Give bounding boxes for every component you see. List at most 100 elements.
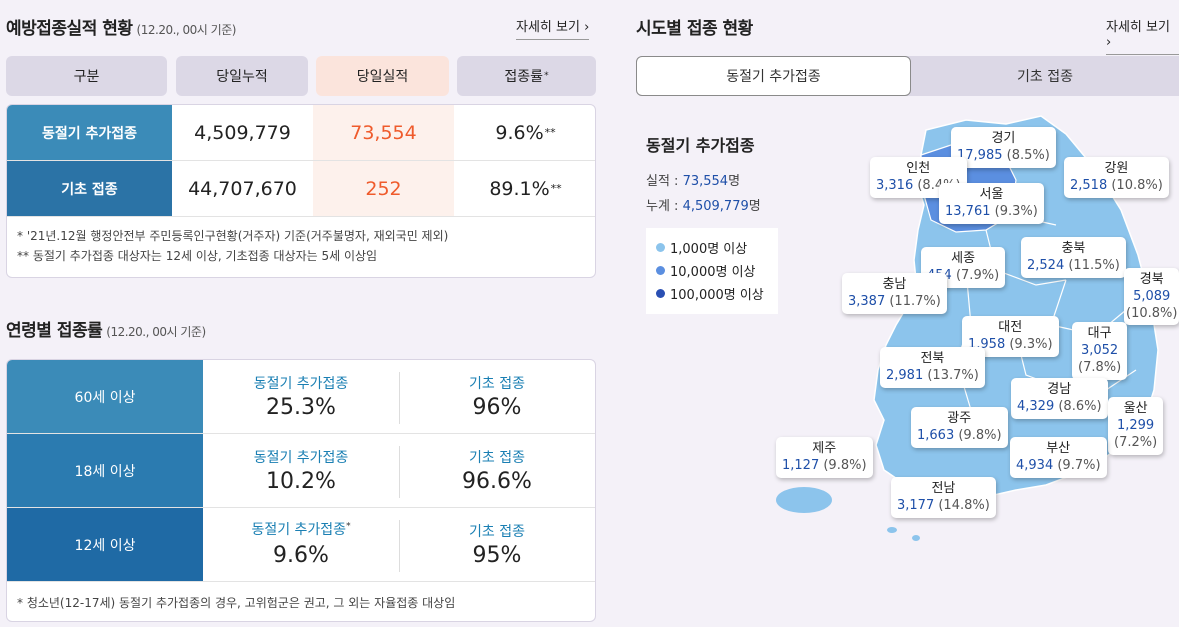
region-chungnam[interactable]: 충남 3,387 (11.7%) (842, 273, 947, 314)
table-row: 60세 이상 동절기 추가접종 25.3% 기초 접종 96% (7, 360, 595, 434)
region-gyeongnam[interactable]: 경남 4,329 (8.6%) (1011, 378, 1108, 419)
basic-rate: 89.1% ** (454, 161, 595, 216)
booster-rate-value: 9.6% (495, 121, 544, 144)
age60-booster-value: 25.3% (266, 395, 336, 420)
tab-booster[interactable]: 동절기 추가접종 (636, 56, 911, 96)
island-shape (887, 527, 897, 533)
region-name: 인천 (906, 161, 931, 176)
region-percent: (13.7%) (927, 368, 979, 383)
region-daegu[interactable]: 대구 3,052 (7.8%) (1072, 322, 1128, 380)
region-percent: (9.7%) (1057, 458, 1101, 473)
region-name: 광주 (947, 411, 972, 426)
region-percent: (10.8%) (1111, 178, 1163, 193)
region-ulsan[interactable]: 울산 1,299 (7.2%) (1108, 397, 1164, 455)
region-jeonnam[interactable]: 전남 3,177 (14.8%) (891, 477, 996, 518)
region-gwangju[interactable]: 광주 1,663 (9.8%) (911, 407, 1008, 448)
row-label-booster: 동절기 추가접종 (7, 105, 172, 160)
region-name: 부산 (1046, 441, 1071, 456)
region-name: 경기 (991, 131, 1016, 146)
region-percent: (14.8%) (938, 498, 990, 513)
status-table: 동절기 추가접종 4,509,779 73,554 9.6% ** 기초 접종 4… (6, 104, 596, 278)
region-gyeonggi[interactable]: 경기 17,985 (8.5%) (951, 127, 1056, 168)
info-daily-unit: 명 (728, 174, 741, 189)
region-percent: (9.8%) (823, 458, 867, 473)
table-row: 12세 이상 동절기 추가접종* 9.6% 기초 접종 95% (7, 508, 595, 582)
age-rate-title-text: 연령별 접종률 (6, 321, 103, 341)
table-row: 동절기 추가접종 4,509,779 73,554 9.6% ** (7, 105, 595, 161)
region-count: 3,177 (897, 498, 935, 513)
age-rate-title: 연령별 접종률 (12.20., 00시 기준) (6, 316, 206, 341)
region-name: 울산 (1123, 401, 1148, 416)
header-cumulative: 당일누적 (176, 56, 308, 96)
row-label-basic: 기초 접종 (7, 161, 172, 216)
table-row: 기초 접종 44,707,670 252 89.1% ** (7, 161, 595, 217)
region-count: 4,329 (1017, 399, 1055, 414)
age-rate-note: * 청소년(12-17세) 동절기 추가접종의 경우, 고위험군은 권고, 그 … (17, 596, 456, 610)
region-gyeongbuk[interactable]: 경북 5,089 (10.8%) (1124, 268, 1179, 325)
age18-booster-label-text: 동절기 추가접종 (253, 450, 349, 466)
legend-label: 1,000명 이상 (670, 242, 748, 257)
age60-booster-label-text: 동절기 추가접종 (253, 376, 349, 392)
divider (399, 446, 400, 498)
header-rate: 접종률 * (457, 56, 596, 96)
region-seoul[interactable]: 서울 13,761 (9.3%) (939, 183, 1044, 224)
region-tabs: 동절기 추가접종 기초 접종 (636, 56, 1179, 96)
region-chungbuk[interactable]: 충북 2,524 (11.5%) (1021, 237, 1126, 278)
region-status-more-link[interactable]: 자세히 보기 › (1106, 16, 1179, 55)
region-count: 17,985 (957, 148, 1003, 163)
info-total-unit: 명 (748, 199, 761, 214)
region-name: 서울 (979, 187, 1004, 202)
region-count: 4,934 (1016, 458, 1054, 473)
region-count: 13,761 (945, 204, 991, 219)
age18-basic-label: 기초 접종 (469, 450, 525, 466)
info-total: 누계 : 4,509,779명 (646, 195, 761, 214)
region-count: 2,524 (1027, 258, 1065, 273)
age18-booster-value: 10.2% (266, 469, 336, 494)
info-daily: 실적 : 73,554명 (646, 170, 761, 189)
region-status-title: 시도별 접종 현황 (636, 19, 753, 39)
region-count: 5,089 (1133, 289, 1171, 304)
legend-item: 100,000명 이상 (656, 282, 778, 305)
age-rate-subtitle: (12.20., 00시 기준) (106, 325, 206, 339)
header-category: 구분 (6, 56, 167, 96)
status-note-2: ** 동절기 추가접종 대상자는 12세 이상, 기초접종 대상자는 5세 이상… (17, 249, 378, 263)
region-count: 1,127 (782, 458, 820, 473)
age12-basic-value: 95% (472, 543, 522, 568)
region-count: 2,981 (886, 368, 924, 383)
region-count: 1,663 (917, 428, 955, 443)
vaccination-status-more-link[interactable]: 자세히 보기 › (516, 16, 590, 40)
legend-item: 1,000명 이상 (656, 236, 778, 259)
divider (399, 372, 400, 424)
age12-booster-label: 동절기 추가접종* (203, 519, 399, 539)
status-note-1: * '21년.12월 행정안전부 주민등록인구현황(거주자) 기준(거주불명자,… (17, 229, 449, 243)
vaccination-status-subtitle: (12.20., 00시 기준) (136, 23, 237, 37)
region-name: 충남 (882, 277, 907, 292)
divider (399, 520, 400, 572)
age-label-60: 60세 이상 (7, 360, 203, 433)
info-daily-value: 73,554 (682, 174, 729, 189)
info-total-value: 4,509,779 (682, 199, 749, 214)
region-jeonbuk[interactable]: 전북 2,981 (13.7%) (880, 347, 985, 388)
region-name: 충북 (1061, 241, 1086, 256)
region-count: 3,052 (1080, 343, 1119, 358)
booster-rate-sup: ** (544, 126, 556, 139)
tab-basic[interactable]: 기초 접종 (1017, 69, 1073, 85)
age18-booster-label: 동절기 추가접종 (203, 447, 399, 467)
region-percent: (9.8%) (958, 428, 1002, 443)
legend-dot (656, 266, 665, 275)
region-count: 2,518 (1070, 178, 1108, 193)
region-percent: (8.5%) (1006, 148, 1050, 163)
age60-basic-value: 96% (472, 395, 522, 420)
region-jeju[interactable]: 제주 1,127 (9.8%) (776, 437, 873, 478)
region-percent: (11.7%) (889, 294, 941, 309)
header-daily: 당일실적 (316, 56, 449, 96)
basic-rate-sup: ** (550, 182, 562, 195)
region-name: 전북 (920, 351, 945, 366)
region-gangwon[interactable]: 강원 2,518 (10.8%) (1064, 157, 1169, 198)
region-busan[interactable]: 부산 4,934 (9.7%) (1010, 437, 1107, 478)
region-percent: (9.3%) (994, 204, 1038, 219)
region-percent: (9.3%) (1009, 337, 1053, 352)
legend-item: 10,000명 이상 (656, 259, 778, 282)
region-percent: (8.6%) (1058, 399, 1102, 414)
age12-booster-label-text: 동절기 추가접종 (251, 522, 347, 538)
